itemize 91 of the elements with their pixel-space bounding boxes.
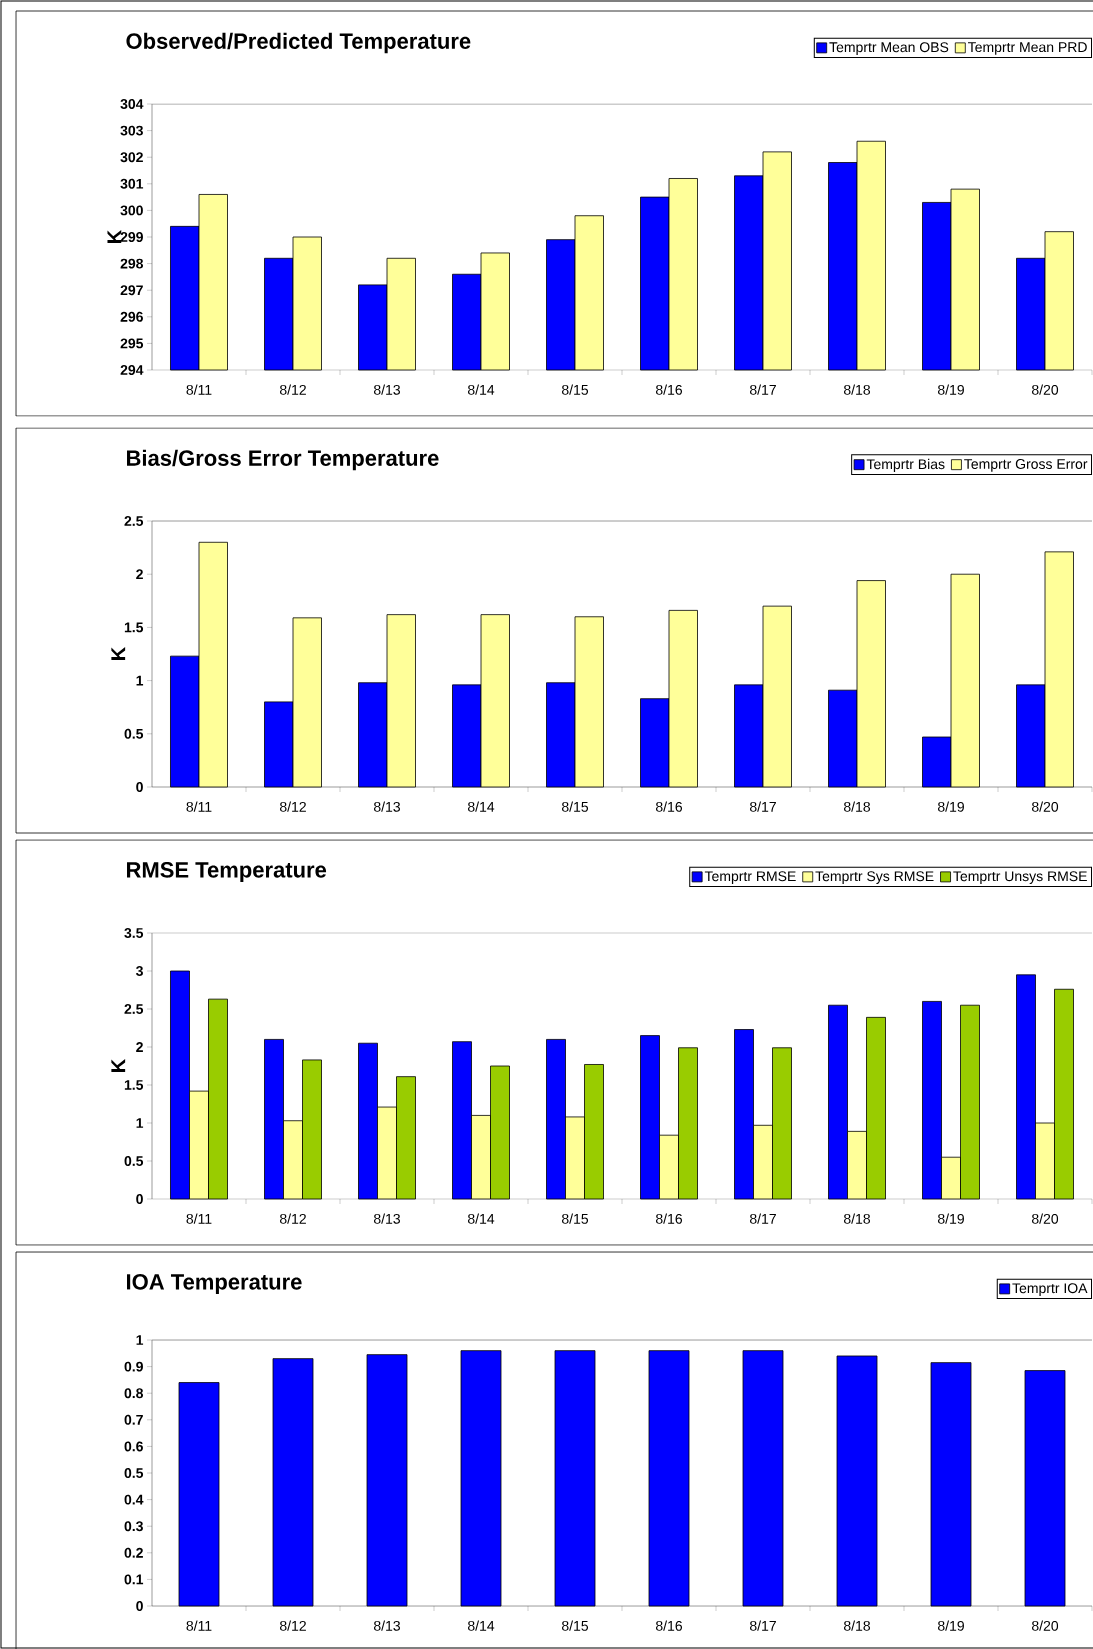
x-tick-label: 8/20: [1032, 384, 1059, 395]
x-tick-label: 8/13: [373, 1620, 401, 1631]
x-tick-label: 8/14: [467, 801, 495, 812]
legend-label: Temprtr Unsys RMSE: [953, 871, 1087, 884]
legend-label: Temprtr Bias: [866, 458, 945, 472]
x-tick-label: 8/14: [467, 384, 495, 395]
y-axis-title: K: [111, 1058, 126, 1072]
legend-label: Temprtr Mean PRD: [968, 42, 1087, 55]
y-tick-label: 0.3: [124, 1521, 143, 1532]
y-tick-label: 304: [120, 99, 144, 109]
y-tick-label: 297: [120, 285, 143, 296]
y-tick-label: 296: [120, 311, 143, 322]
x-tick-label: 8/20: [1032, 1620, 1059, 1631]
x-tick-label: 8/12: [279, 1213, 306, 1224]
legend-label: Temprtr IOA: [1012, 1283, 1088, 1296]
legend-label: Temprtr Sys RMSE: [815, 871, 934, 884]
y-tick-label: 2.5: [124, 1004, 144, 1014]
x-tick-label: 8/19: [938, 384, 964, 395]
x-tick-label: 8/11: [186, 384, 212, 395]
y-tick-label: 0: [136, 782, 143, 792]
y-tick-label: 1: [136, 1118, 144, 1128]
y-axis-title: K: [111, 646, 126, 660]
y-tick-label: 0.6: [124, 1441, 143, 1452]
x-tick-label: 8/12: [279, 384, 306, 395]
x-tick-label: 8/13: [373, 384, 401, 395]
x-tick-label: 8/18: [844, 1620, 871, 1631]
y-axis-title: K: [107, 229, 122, 243]
x-tick-label: 8/18: [844, 384, 871, 395]
x-tick-label: 8/16: [655, 801, 683, 812]
x-tick-label: 8/16: [655, 1213, 683, 1224]
x-tick-label: 8/12: [279, 801, 306, 812]
chart-title: Observed/Predicted Temperature: [126, 32, 471, 54]
x-tick-label: 8/20: [1032, 801, 1059, 812]
x-tick-label: 8/19: [938, 1213, 964, 1224]
y-tick-label: 0.1: [124, 1574, 144, 1585]
x-tick-label: 8/18: [844, 801, 871, 812]
x-tick-label: 8/11: [186, 1213, 212, 1224]
chart-title: Bias/Gross Error Temperature: [127, 449, 439, 471]
y-tick-label: 3: [136, 966, 143, 976]
x-tick-label: 8/12: [279, 1620, 306, 1631]
x-tick-label: 8/17: [749, 384, 776, 395]
y-tick-label: 0.8: [124, 1388, 144, 1399]
x-tick-label: 8/19: [938, 801, 964, 812]
x-tick-label: 8/14: [467, 1620, 495, 1631]
y-tick-label: 0.4: [124, 1494, 144, 1505]
x-tick-label: 8/17: [750, 1620, 776, 1631]
y-tick-label: 1: [136, 1335, 144, 1345]
chart-title: IOA Temperature: [127, 1274, 302, 1294]
y-tick-label: 303: [120, 125, 143, 136]
x-tick-label: 8/15: [561, 384, 589, 395]
x-tick-label: 8/19: [938, 1620, 964, 1631]
y-tick-label: 302: [120, 152, 143, 163]
x-tick-label: 8/11: [186, 801, 212, 812]
y-tick-label: 3.5: [124, 928, 144, 938]
y-tick-label: 1.5: [124, 622, 144, 633]
y-tick-label: 0: [136, 1194, 143, 1204]
y-tick-label: 0.5: [124, 728, 144, 739]
x-tick-label: 8/15: [561, 801, 589, 812]
x-tick-label: 8/15: [561, 1213, 589, 1224]
y-tick-label: 300: [120, 205, 143, 216]
x-tick-label: 8/14: [467, 1213, 495, 1224]
y-tick-label: 1.5: [124, 1080, 144, 1090]
x-tick-label: 8/16: [655, 384, 683, 395]
x-tick-label: 8/18: [844, 1213, 871, 1224]
y-tick-label: 299: [120, 232, 143, 242]
legend-label: Temprtr Gross Error: [964, 459, 1088, 472]
x-tick-label: 8/11: [186, 1620, 212, 1631]
y-tick-label: 2.5: [124, 516, 144, 526]
y-tick-label: 301: [120, 178, 144, 189]
y-tick-label: 0.5: [124, 1156, 144, 1166]
y-tick-label: 1: [136, 675, 144, 686]
x-tick-label: 8/17: [749, 801, 776, 812]
x-tick-label: 8/16: [656, 1620, 683, 1631]
legend-label: Temprtr RMSE: [704, 871, 796, 884]
chart-title: RMSE Temperature: [127, 862, 327, 882]
y-tick-label: 2: [136, 1042, 143, 1052]
y-tick-label: 295: [120, 338, 144, 349]
x-tick-label: 8/13: [373, 801, 401, 812]
x-tick-label: 8/15: [561, 1620, 589, 1631]
y-tick-label: 0: [136, 1601, 143, 1611]
x-tick-label: 8/20: [1032, 1213, 1059, 1224]
x-tick-label: 8/17: [749, 1213, 776, 1224]
y-tick-label: 294: [120, 365, 144, 375]
y-tick-label: 0.7: [124, 1414, 143, 1425]
y-tick-label: 0.5: [124, 1468, 144, 1478]
legend-label: Temprtr Mean OBS: [829, 42, 949, 55]
y-tick-label: 2: [136, 569, 143, 580]
x-tick-label: 8/13: [373, 1213, 401, 1224]
y-tick-label: 0.2: [124, 1547, 143, 1558]
y-tick-label: 298: [120, 258, 144, 269]
y-tick-label: 0.9: [124, 1361, 143, 1372]
